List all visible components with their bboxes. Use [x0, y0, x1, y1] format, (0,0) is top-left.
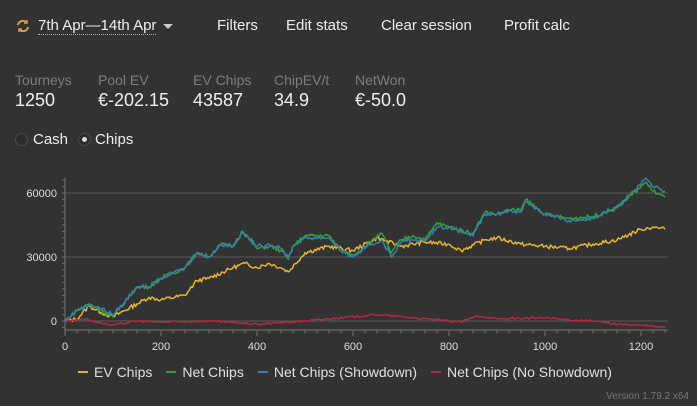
stat-value-tourneys: 1250: [15, 90, 56, 110]
legend-ev-chips[interactable]: EV Chips: [94, 364, 153, 380]
filters-button[interactable]: Filters: [217, 17, 258, 34]
legend-swatch-showdown: [257, 371, 268, 373]
stat-label-chipev: ChipEV/t: [274, 72, 330, 88]
chevron-down-icon[interactable]: [163, 24, 173, 29]
refresh-icon[interactable]: [16, 19, 30, 33]
stat-label-netwon: NetWon: [355, 72, 406, 88]
edit-stats-button[interactable]: Edit stats: [286, 17, 348, 34]
cash-radio-label[interactable]: Cash: [33, 131, 69, 148]
y-tick-label: 30000: [26, 252, 57, 264]
x-tick-label: 600: [344, 341, 362, 353]
clear-session-button[interactable]: Clear session: [381, 17, 472, 34]
stat-value-chipev: 34.9: [274, 90, 310, 110]
date-range-selector[interactable]: 7th Apr—14th Apr: [38, 17, 157, 35]
stat-value-netwon: €-50.0: [355, 90, 407, 110]
y-tick-label: 0: [51, 316, 57, 328]
stat-label-ev-chips: EV Chips: [193, 72, 252, 88]
chips-radio[interactable]: [78, 133, 91, 146]
x-tick-label: 0: [62, 341, 68, 353]
legend-swatch-net: [166, 371, 177, 373]
profit-calc-button[interactable]: Profit calc: [504, 17, 570, 34]
y-tick-label: 60000: [26, 188, 57, 200]
legend-swatch-no-showdown: [431, 371, 441, 373]
x-tick-label: 1200: [629, 341, 653, 353]
series-line-net-chips-no-showdown-: [64, 313, 666, 329]
x-tick-label: 400: [248, 341, 266, 353]
legend-net-chips-showdown[interactable]: Net Chips (Showdown): [273, 364, 417, 380]
chips-chart: 0 30000 60000 0 200 400 600 800 1000 1200: [26, 176, 668, 353]
x-tick-label: 200: [152, 341, 170, 353]
series-line-net-chips-showdown-: [64, 176, 666, 322]
cash-radio[interactable]: [15, 133, 28, 146]
chart-legend: EV Chips Net Chips Net Chips (Showdown) …: [78, 364, 612, 380]
x-tick-label: 800: [440, 341, 458, 353]
stat-value-pool-ev: €-202.15: [98, 90, 170, 110]
series-line-ev-chips: [64, 225, 666, 323]
stat-value-ev-chips: 43587: [193, 90, 244, 110]
chips-radio-label[interactable]: Chips: [95, 131, 134, 148]
legend-net-chips[interactable]: Net Chips: [182, 364, 244, 380]
legend-swatch-ev: [78, 371, 88, 373]
x-tick-label: 1000: [533, 341, 557, 353]
stat-label-pool-ev: Pool EV: [98, 72, 149, 88]
legend-net-chips-no-showdown[interactable]: Net Chips (No Showdown): [447, 364, 612, 380]
stat-label-tourneys: Tourneys: [15, 72, 72, 88]
version-label: Version 1.79.2 x64: [606, 391, 689, 402]
